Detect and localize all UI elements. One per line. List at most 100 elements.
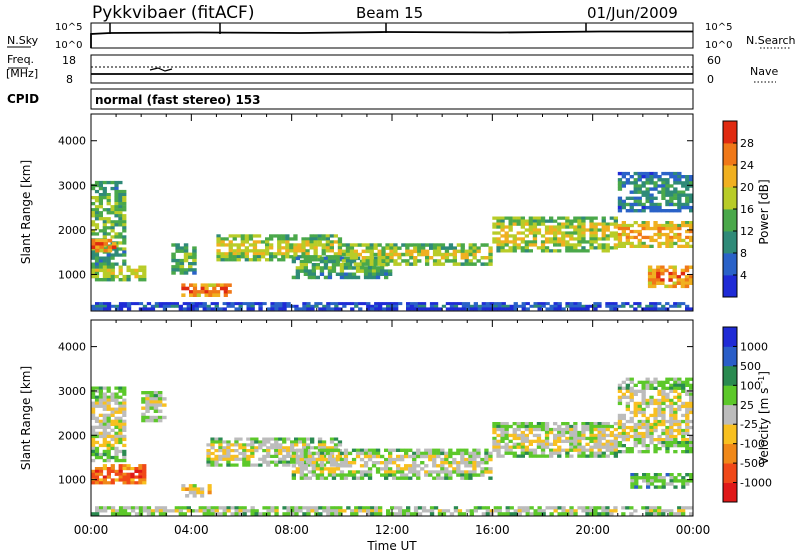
range-gate-cell — [625, 395, 630, 399]
range-gate-cell — [476, 448, 481, 452]
range-gate-cell — [282, 307, 287, 311]
range-gate-cell — [393, 243, 398, 247]
range-gate-cell — [681, 389, 686, 393]
range-gate-cell — [516, 246, 521, 250]
range-gate-cell — [672, 275, 677, 279]
range-gate-cell — [240, 249, 245, 253]
range-gate-cell — [637, 175, 642, 179]
range-gate-cell — [106, 226, 111, 230]
range-gate-cell — [513, 302, 518, 306]
range-gate-cell — [520, 439, 525, 443]
range-gate-cell — [649, 398, 654, 403]
colorbar-tick-label: -1000 — [740, 477, 772, 490]
range-gate-cell — [488, 246, 493, 250]
range-gate-cell — [198, 506, 203, 510]
range-gate-cell — [665, 404, 670, 409]
range-gate-cell — [589, 237, 594, 241]
range-gate-cell — [397, 252, 402, 257]
range-gate-cell — [358, 307, 363, 311]
range-gate-cell — [669, 422, 674, 427]
range-gate-cell — [126, 464, 131, 468]
range-gate-cell — [262, 437, 267, 441]
range-gate-cell — [605, 439, 610, 443]
range-gate-cell — [685, 304, 690, 308]
range-gate-cell — [240, 243, 245, 247]
range-gate-cell — [291, 473, 296, 477]
range-gate-cell — [452, 249, 457, 254]
range-gate-cell — [577, 442, 582, 446]
range-gate-cell — [339, 464, 345, 468]
range-gate-cell — [238, 307, 243, 311]
x-tick-label: 08:00 — [274, 523, 309, 537]
range-gate-cell — [299, 476, 304, 480]
range-gate-cell — [581, 246, 586, 250]
range-gate-cell — [91, 268, 96, 273]
range-gate-cell — [110, 428, 115, 432]
range-gate-cell — [629, 175, 634, 179]
range-gate-cell — [653, 438, 658, 442]
range-gate-cell — [269, 246, 274, 250]
range-gate-cell — [252, 246, 258, 250]
range-gate-cell — [274, 304, 279, 308]
range-gate-cell — [118, 434, 123, 439]
range-gate-cell — [274, 307, 279, 311]
range-gate-cell — [282, 512, 287, 516]
range-gate-cell — [322, 509, 327, 513]
range-gate-cell — [429, 506, 435, 510]
range-gate-cell — [536, 219, 542, 223]
range-gate-cell — [102, 419, 107, 423]
range-gate-cell — [436, 454, 441, 459]
range-gate-cell — [433, 307, 439, 311]
range-gate-cell — [617, 425, 623, 430]
range-gate-cell — [544, 439, 550, 443]
range-gate-cell — [448, 470, 453, 474]
range-gate-cell — [657, 175, 662, 179]
range-gate-cell — [351, 272, 357, 276]
range-gate-cell — [481, 304, 486, 308]
range-gate-cell — [629, 410, 634, 415]
range-gate-cell — [665, 482, 670, 486]
range-gate-cell — [677, 232, 682, 237]
range-gate-cell — [106, 220, 111, 224]
range-gate-cell — [444, 256, 450, 260]
range-gate-cell — [508, 445, 513, 449]
range-gate-cell — [331, 473, 337, 477]
range-gate-cell — [384, 473, 389, 477]
range-gate-cell — [293, 234, 298, 238]
range-gate-cell — [452, 262, 457, 266]
range-gate-cell — [646, 476, 651, 480]
range-gate-cell — [412, 473, 417, 477]
range-gate-cell — [449, 304, 455, 308]
range-gate-cell — [242, 454, 247, 458]
range-gate-cell — [384, 448, 389, 452]
range-gate-cell — [106, 386, 111, 390]
range-gate-cell — [103, 509, 108, 513]
range-gate-cell — [355, 454, 361, 459]
range-gate-cell — [617, 199, 623, 204]
range-gate-cell — [641, 209, 646, 213]
range-gate-cell — [492, 216, 497, 220]
range-gate-cell — [637, 202, 642, 207]
range-gate-cell — [617, 419, 623, 424]
range-gate-cell — [637, 244, 642, 248]
range-gate-cell — [589, 509, 594, 513]
range-gate-cell — [669, 476, 674, 480]
range-gate-cell — [673, 401, 678, 406]
range-gate-cell — [601, 219, 606, 223]
range-gate-cell — [669, 209, 674, 213]
range-gate-cell — [573, 436, 578, 441]
range-gate-cell — [371, 448, 377, 452]
range-gate-cell — [613, 433, 618, 438]
range-gate-cell — [532, 225, 538, 229]
range-gate-cell — [601, 228, 606, 232]
range-gate-cell — [310, 304, 315, 308]
range-gate-cell — [464, 457, 469, 462]
range-gate-cell — [437, 512, 443, 516]
range-gate-cell — [250, 509, 255, 513]
range-gate-cell — [625, 232, 630, 237]
range-gate-cell — [672, 281, 677, 285]
range-gate-cell — [685, 444, 690, 448]
range-gate-cell — [114, 223, 119, 227]
range-gate-cell — [122, 238, 127, 242]
range-gate-cell — [228, 252, 233, 256]
